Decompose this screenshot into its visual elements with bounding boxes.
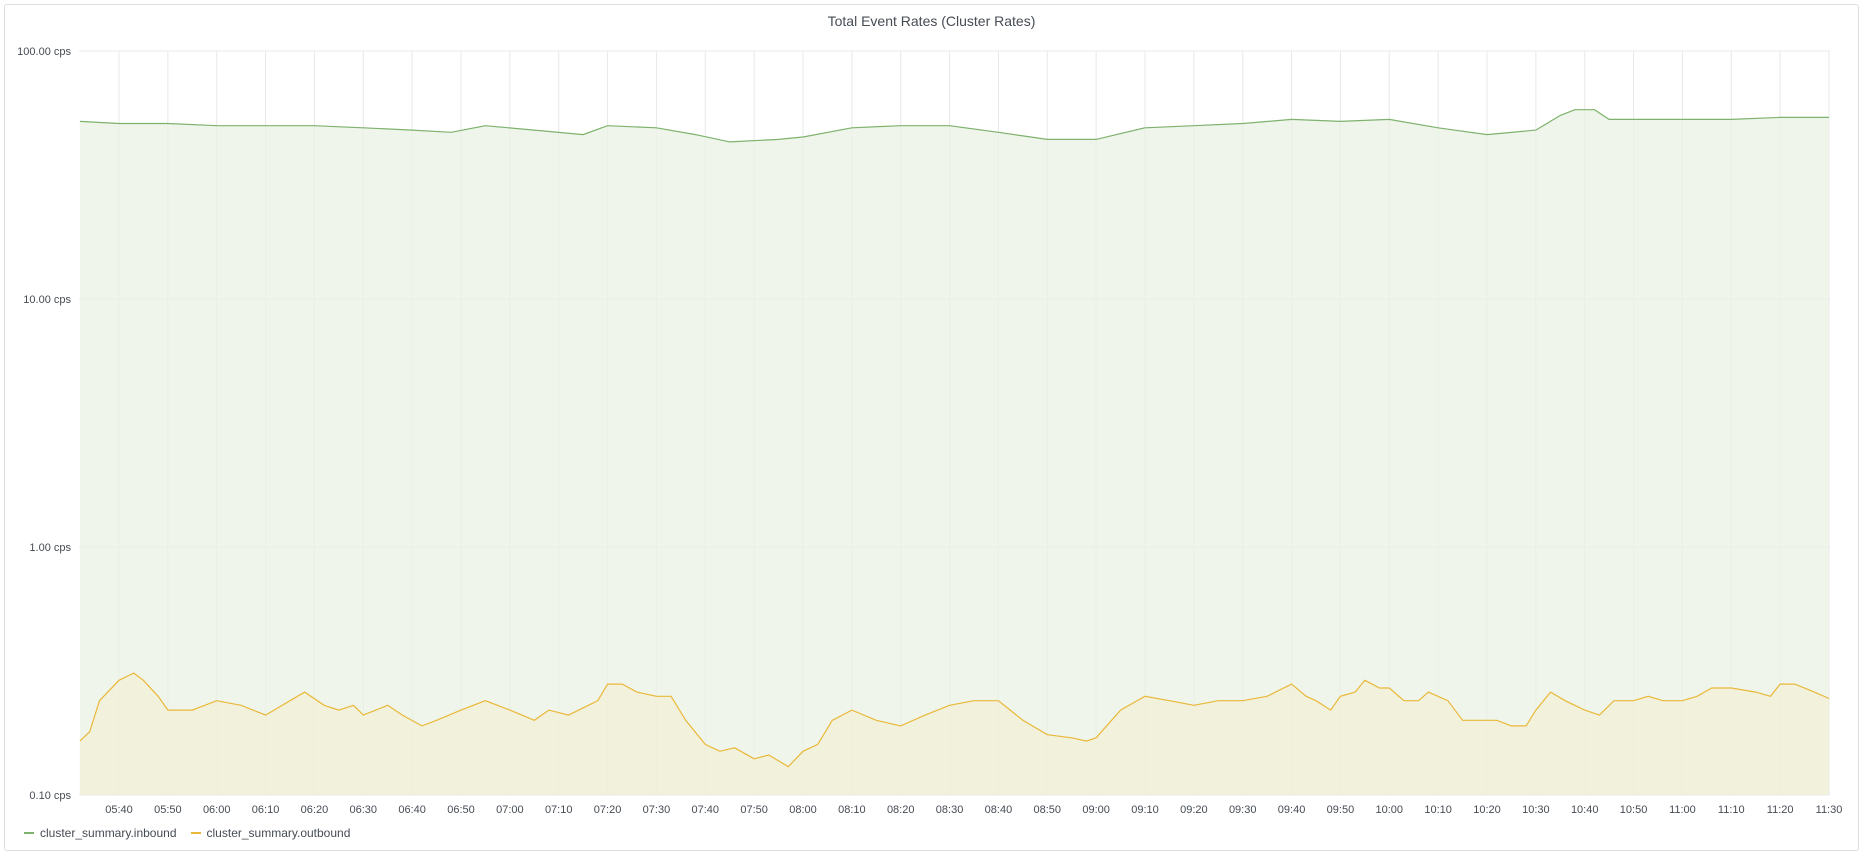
x-tick-label: 10:30 — [1522, 804, 1550, 816]
x-tick-label: 10:40 — [1571, 804, 1599, 816]
series-line-inbound — [79, 109, 1829, 143]
legend-item-outbound[interactable]: cluster_summary.outbound — [190, 826, 351, 840]
x-tick-label: 06:10 — [252, 804, 280, 816]
x-tick-label: 11:30 — [1816, 804, 1843, 816]
x-tick-label: 06:40 — [398, 804, 426, 816]
series-line-outbound — [79, 672, 1830, 768]
y-tick-label: 100.00 cps — [17, 46, 71, 58]
x-tick-label: 11:10 — [1718, 804, 1745, 816]
x-tick-label: 08:00 — [789, 804, 817, 816]
x-tick-label: 09:20 — [1180, 804, 1208, 816]
x-tick-label: 09:30 — [1229, 804, 1257, 816]
series-area-outbound — [79, 673, 1829, 795]
x-tick-label: 09:10 — [1131, 804, 1159, 816]
x-tick-label: 09:50 — [1327, 804, 1355, 816]
x-tick-label: 08:50 — [1034, 804, 1062, 816]
x-tick-label: 11:20 — [1767, 804, 1794, 816]
x-tick-label: 08:40 — [985, 804, 1013, 816]
x-tick-label: 08:30 — [936, 804, 964, 816]
y-tick-label: 1.00 cps — [29, 542, 71, 554]
x-tick-label: 07:20 — [594, 804, 622, 816]
x-tick-label: 10:00 — [1376, 804, 1404, 816]
y-tick-label: 0.10 cps — [29, 790, 71, 802]
x-tick-label: 06:50 — [447, 804, 475, 816]
x-tick-label: 07:50 — [740, 804, 768, 816]
chart-legend: cluster_summary.inbound cluster_summary.o… — [24, 826, 350, 840]
x-tick-label: 05:40 — [105, 804, 133, 816]
series-area-inbound — [79, 109, 1829, 795]
x-tick-label: 10:50 — [1620, 804, 1648, 816]
legend-label: cluster_summary.outbound — [206, 826, 351, 840]
y-tick-label: 10.00 cps — [23, 294, 71, 306]
x-tick-label: 11:00 — [1669, 804, 1696, 816]
legend-item-inbound[interactable]: cluster_summary.inbound — [24, 826, 177, 840]
x-tick-label: 07:10 — [545, 804, 573, 816]
x-tick-label: 09:40 — [1278, 804, 1306, 816]
x-tick-label: 10:20 — [1473, 804, 1501, 816]
x-tick-label: 06:20 — [301, 804, 329, 816]
x-tick-label: 07:40 — [692, 804, 720, 816]
x-tick-label: 08:10 — [838, 804, 866, 816]
x-tick-label: 08:20 — [887, 804, 915, 816]
x-tick-label: 10:10 — [1424, 804, 1452, 816]
legend-swatch — [190, 832, 201, 834]
x-tick-label: 07:30 — [643, 804, 671, 816]
x-tick-label: 06:00 — [203, 804, 231, 816]
x-tick-label: 07:00 — [496, 804, 524, 816]
legend-label: cluster_summary.inbound — [40, 826, 177, 840]
legend-swatch — [24, 832, 34, 834]
x-tick-label: 06:30 — [350, 804, 378, 816]
x-tick-label: 09:00 — [1082, 804, 1110, 816]
x-tick-label: 05:50 — [154, 804, 182, 816]
panel-title: Total Event Rates (Cluster Rates) — [827, 13, 1036, 29]
